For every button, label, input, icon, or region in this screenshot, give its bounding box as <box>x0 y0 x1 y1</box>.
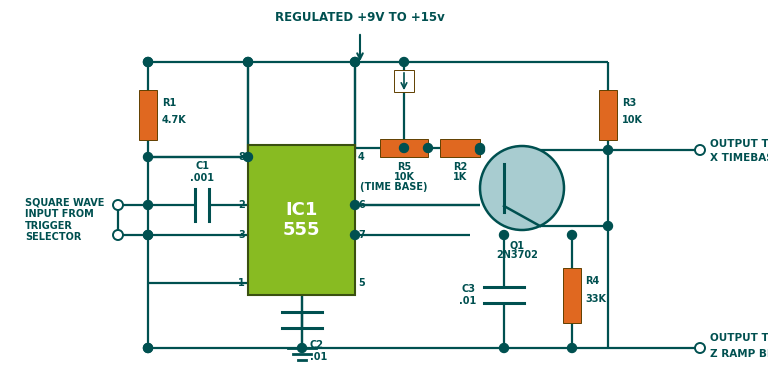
Circle shape <box>243 58 253 66</box>
FancyBboxPatch shape <box>599 90 617 140</box>
Text: 33K: 33K <box>585 294 606 304</box>
FancyBboxPatch shape <box>563 268 581 323</box>
FancyBboxPatch shape <box>248 145 355 295</box>
Text: 2N3702: 2N3702 <box>496 250 538 260</box>
Circle shape <box>475 144 485 152</box>
Text: 10K: 10K <box>622 115 643 125</box>
Circle shape <box>350 58 359 66</box>
Circle shape <box>144 230 153 240</box>
FancyBboxPatch shape <box>380 139 428 157</box>
Circle shape <box>604 146 613 154</box>
Circle shape <box>604 222 613 230</box>
Text: R5: R5 <box>397 162 411 172</box>
Circle shape <box>144 200 153 210</box>
Text: C1
.001: C1 .001 <box>190 161 214 183</box>
Circle shape <box>144 344 153 353</box>
Text: (TIME BASE): (TIME BASE) <box>360 182 428 192</box>
Text: 6: 6 <box>358 200 365 210</box>
Circle shape <box>243 152 253 162</box>
Text: 3: 3 <box>238 230 245 240</box>
Text: OUTPUT TO: OUTPUT TO <box>710 139 768 149</box>
Circle shape <box>399 58 409 66</box>
Text: C2
.01: C2 .01 <box>310 340 327 362</box>
Text: SQUARE WAVE
INPUT FROM
TRIGGER
SELECTOR: SQUARE WAVE INPUT FROM TRIGGER SELECTOR <box>25 198 104 242</box>
Text: 4: 4 <box>358 152 365 162</box>
Circle shape <box>144 58 153 66</box>
Circle shape <box>297 344 306 353</box>
Circle shape <box>350 230 359 240</box>
Text: C3
.01: C3 .01 <box>458 284 476 306</box>
Circle shape <box>113 230 123 240</box>
Text: 2: 2 <box>238 200 245 210</box>
Circle shape <box>499 344 508 353</box>
Text: R3: R3 <box>622 98 636 108</box>
Text: OUTPUT TO: OUTPUT TO <box>710 333 768 343</box>
Text: 1: 1 <box>238 278 245 288</box>
Circle shape <box>480 146 564 230</box>
Circle shape <box>399 144 409 152</box>
Circle shape <box>350 200 359 210</box>
Circle shape <box>144 152 153 162</box>
Circle shape <box>568 230 577 240</box>
Circle shape <box>423 144 432 152</box>
FancyBboxPatch shape <box>139 90 157 140</box>
Text: 1K: 1K <box>453 172 467 182</box>
Text: Z RAMP BRIGHTNESS: Z RAMP BRIGHTNESS <box>710 349 768 359</box>
Circle shape <box>475 146 485 154</box>
Text: 5: 5 <box>358 278 365 288</box>
Text: 8: 8 <box>238 152 245 162</box>
Circle shape <box>695 145 705 155</box>
Text: 10K: 10K <box>393 172 415 182</box>
Text: IC1
555: IC1 555 <box>283 200 320 239</box>
FancyBboxPatch shape <box>440 139 480 157</box>
Circle shape <box>144 344 153 353</box>
Circle shape <box>113 200 123 210</box>
Circle shape <box>350 58 359 66</box>
Circle shape <box>695 343 705 353</box>
Text: 7: 7 <box>358 230 365 240</box>
Text: 4.7K: 4.7K <box>162 115 187 125</box>
Circle shape <box>243 58 253 66</box>
Text: R4: R4 <box>585 276 599 286</box>
Text: X TIMEBASE: X TIMEBASE <box>710 153 768 163</box>
Circle shape <box>144 58 153 66</box>
Circle shape <box>144 230 153 240</box>
Text: REGULATED +9V TO +15v: REGULATED +9V TO +15v <box>275 11 445 24</box>
Circle shape <box>568 344 577 353</box>
Circle shape <box>499 230 508 240</box>
Text: R2: R2 <box>453 162 467 172</box>
Text: R1: R1 <box>162 98 176 108</box>
Text: Q1: Q1 <box>509 240 525 250</box>
